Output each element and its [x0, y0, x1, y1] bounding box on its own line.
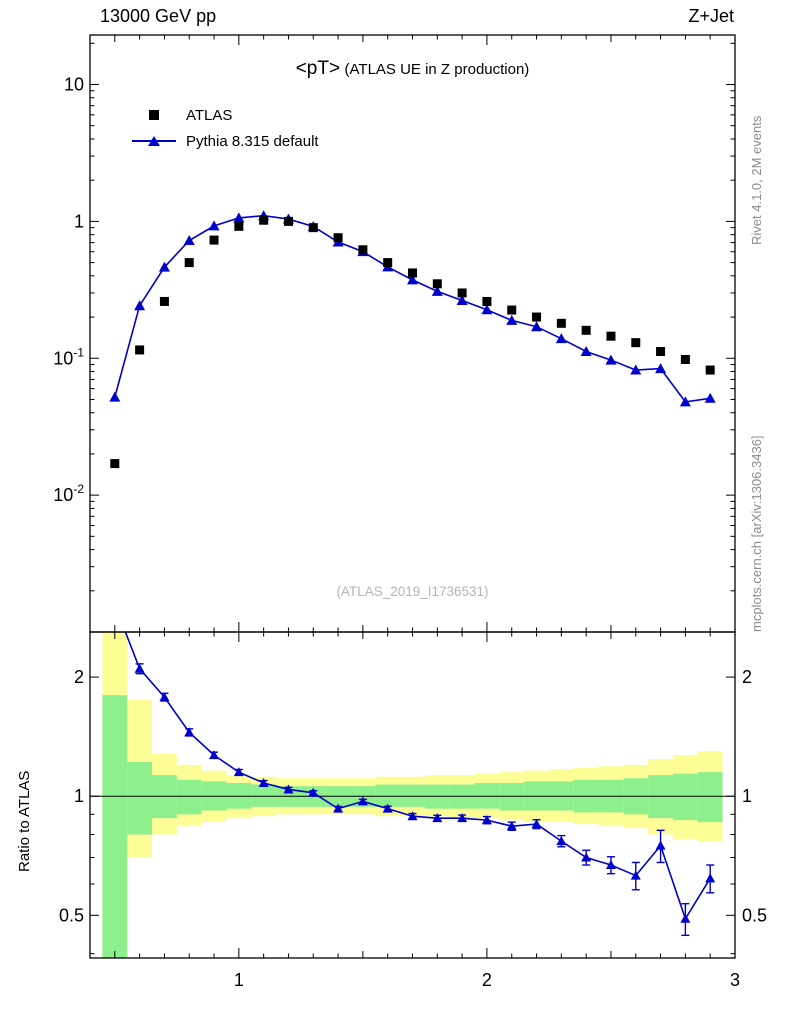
svg-text:1: 1 [74, 211, 84, 231]
svg-text:10-2: 10-2 [53, 482, 84, 505]
svg-text:10-1: 10-1 [53, 345, 84, 368]
ratio-axis-label: Ratio to ATLAS [16, 770, 33, 872]
svg-text:3: 3 [730, 970, 740, 990]
observable-title: <pT> [295, 58, 341, 79]
beam-energy-label: 13000 GeV pp [100, 6, 217, 26]
rivet-version-note: Rivet 4.1.0, 2M events [749, 115, 764, 245]
process-label: Z+Jet [688, 6, 734, 26]
svg-text:2: 2 [74, 667, 84, 687]
atlas-square-marker-icon [128, 108, 180, 122]
legend-item-atlas: ATLAS [128, 106, 232, 124]
analysis-id-watermark: (ATLAS_2019_I1736531) [336, 584, 489, 599]
svg-text:10: 10 [64, 75, 84, 95]
svg-text:0.5: 0.5 [742, 905, 767, 925]
analysis-subtitle: (ATLAS UE in Z production) [344, 61, 530, 78]
plot-title: <pT> (ATLAS UE in Z production) [90, 58, 735, 80]
svg-text:1: 1 [742, 786, 752, 806]
legend-item-pythia: Pythia 8.315 default [128, 132, 319, 150]
svg-text:2: 2 [742, 667, 752, 687]
svg-text:2: 2 [482, 970, 492, 990]
mcplots-arxiv-note: mcplots.cern.ch [arXiv:1306.3436] [749, 435, 764, 632]
svg-text:1: 1 [234, 970, 244, 990]
svg-text:0.5: 0.5 [59, 905, 84, 925]
legend-label-atlas: ATLAS [186, 106, 233, 124]
svg-text:1: 1 [74, 786, 84, 806]
legend-label-pythia: Pythia 8.315 default [186, 132, 319, 150]
pythia-triangle-marker-icon [128, 134, 180, 148]
